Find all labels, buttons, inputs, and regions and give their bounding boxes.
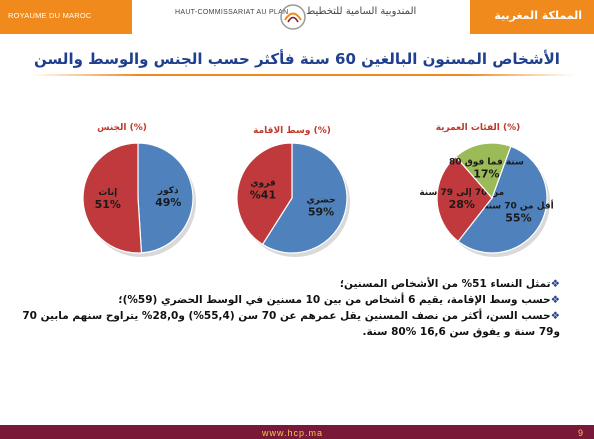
page-number: 9 xyxy=(578,428,584,438)
bullet-mark-icon: ❖ xyxy=(550,310,560,322)
pie-slice xyxy=(137,142,194,254)
org-name-ar: المندوبية السامية للتخطيط xyxy=(306,6,417,17)
title-underline xyxy=(30,74,575,76)
slice-label: 80 سنة فما فوق xyxy=(449,157,524,167)
bullet-text-1: تمثل النساء 51% من الأشخاص المسنين؛ xyxy=(339,278,551,290)
pie-slice xyxy=(457,145,548,254)
pie-slice xyxy=(454,142,512,200)
chart-title: الجنس (%) xyxy=(97,123,147,133)
bullet-text-3: حسب السن، أكثر من نصف المسنين يقل عمرهم … xyxy=(22,310,560,338)
banner-left: ROYAUME DU MAROC xyxy=(0,0,132,34)
slice-value-label: %41 xyxy=(250,189,276,202)
pie-slice xyxy=(82,142,143,254)
slice-label: أقل من 70 سنة xyxy=(483,200,554,212)
slide-title: الأشخاص المسنون البالغين 60 سنة فأكثر حس… xyxy=(34,50,560,68)
slice-value-label: 55% xyxy=(505,212,531,225)
bullet-mark-icon: ❖ xyxy=(550,294,560,306)
top-banner: ROYAUME DU MAROC المملكة المغربية xyxy=(0,0,594,34)
slice-value-label: 59% xyxy=(308,205,334,218)
slice-value-label: 49% xyxy=(155,196,181,209)
pie-slice xyxy=(236,142,293,246)
pie-slice xyxy=(436,155,493,243)
bullet-text-2: حسب وسط الإقامة، يقيم 6 أشخاص من بين 10 … xyxy=(118,294,551,306)
slice-value-label: 28% xyxy=(449,198,475,211)
chart-title: الفئات العمرية (%) xyxy=(436,123,521,133)
bullet-3: ❖حسب السن، أكثر من نصف المسنين يقل عمرهم… xyxy=(20,308,560,340)
footer-bar xyxy=(0,425,594,439)
hcp-logo-icon xyxy=(280,4,306,30)
slice-label: إناث xyxy=(98,188,117,198)
kingdom-label-fr: ROYAUME DU MAROC xyxy=(8,11,92,20)
banner-center xyxy=(132,0,470,34)
pie-slice xyxy=(261,142,348,254)
banner-right: المملكة المغربية xyxy=(470,0,594,34)
slice-value-label: 17% xyxy=(473,167,499,180)
slice-label: حضري xyxy=(306,195,335,205)
kingdom-label-ar: المملكة المغربية xyxy=(494,9,582,22)
slice-value-label: 51% xyxy=(95,198,121,211)
chart-title: وسط الاقامة (%) xyxy=(253,126,331,136)
bullet-2: ❖حسب وسط الإقامة، يقيم 6 أشخاص من بين 10… xyxy=(20,292,560,308)
bullet-mark-icon: ❖ xyxy=(550,278,560,290)
org-name-fr: HAUT-COMMISSARIAT AU PLAN xyxy=(175,9,289,16)
slice-label: قروي xyxy=(250,179,275,189)
bullet-1: ❖تمثل النساء 51% من الأشخاص المسنين؛ xyxy=(20,276,560,292)
footer-website[interactable]: www.hcp.ma xyxy=(262,428,324,438)
slice-label: ذكور xyxy=(157,186,179,196)
slice-label: من 70 إلى 79 سنة xyxy=(419,188,504,198)
bullet-list: ❖تمثل النساء 51% من الأشخاص المسنين؛ ❖حس… xyxy=(20,276,560,340)
